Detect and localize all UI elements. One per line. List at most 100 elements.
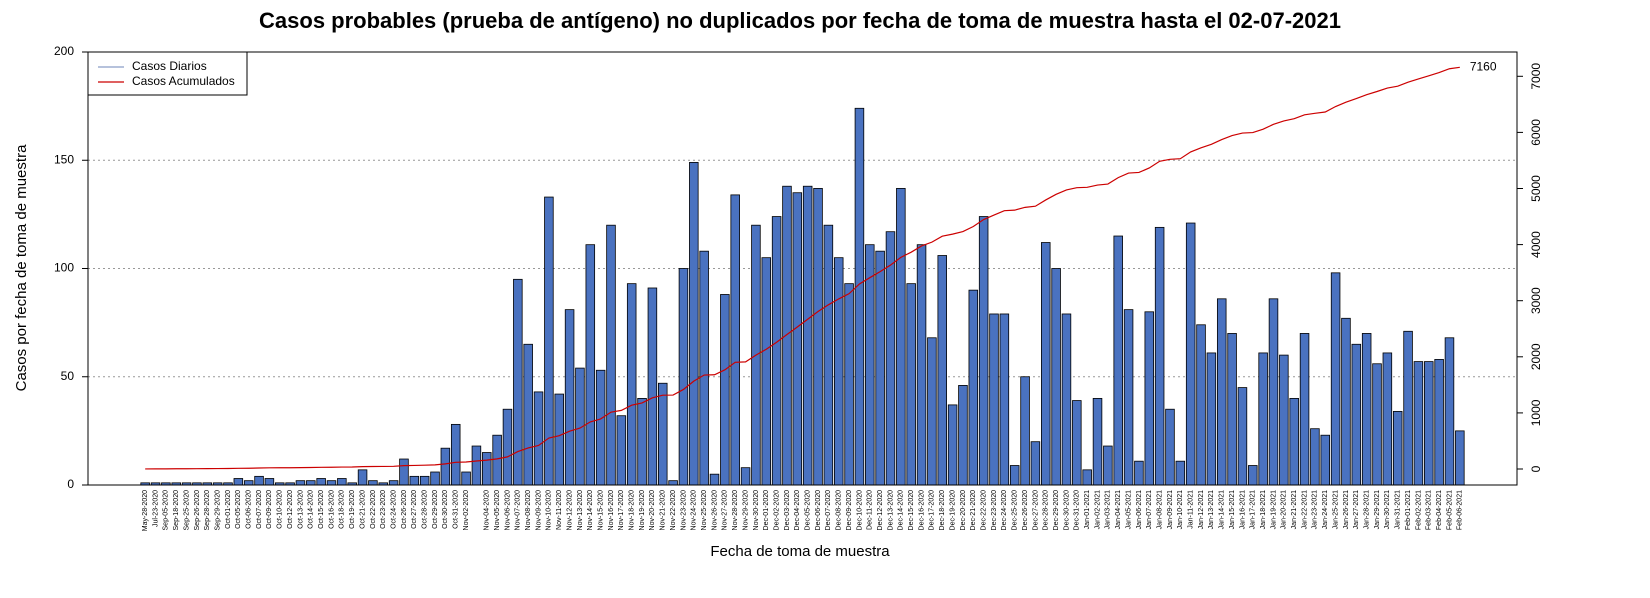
x-tick-label: Jan-05-2021 (1125, 490, 1132, 529)
bar (865, 244, 875, 486)
bar (844, 283, 854, 486)
x-tick-label: Jan-02-2021 (1094, 490, 1101, 529)
y2-tick-label: 6000 (1529, 119, 1543, 146)
x-tick-label: Jan-19-2021 (1270, 490, 1277, 529)
bar (968, 289, 979, 486)
bar (1216, 298, 1227, 486)
x-tick-label: Dec-02-2020 (773, 490, 780, 531)
bar (668, 480, 678, 486)
bar (833, 257, 844, 486)
bar (533, 391, 544, 486)
bar (326, 480, 337, 486)
bar (999, 313, 1010, 486)
bar (1258, 352, 1268, 486)
x-tick-label: Dec-09-2020 (846, 490, 853, 531)
x-tick-label: Dec-12-2020 (877, 490, 884, 531)
bar (1289, 397, 1299, 486)
y2-tick-label: 4000 (1529, 231, 1543, 258)
bar (419, 475, 430, 486)
x-tick-label: Dec-31-2020 (1074, 490, 1081, 531)
x-tick-label: Feb-05-2021 (1446, 490, 1453, 530)
bar (492, 434, 502, 486)
x-tick-label: Dec-23-2020 (991, 490, 998, 531)
x-tick-label: Oct-28-2020 (422, 490, 429, 529)
x-tick-label: Nov-21-2020 (660, 490, 667, 531)
x-tick-label: Oct-21-2020 (359, 490, 366, 529)
x-tick-label: Jan-31-2021 (1395, 490, 1402, 529)
x-tick-label: Dec-14-2020 (898, 490, 905, 531)
x-tick-label: Oct-01-2020 (225, 490, 232, 529)
x-tick-label: Jan-11-2021 (1188, 490, 1195, 529)
bar (1165, 408, 1175, 486)
x-tick-label: Nov-28-2020 (732, 490, 739, 531)
bar (461, 471, 471, 486)
bar (554, 393, 564, 486)
bar (1330, 272, 1341, 486)
x-tick-label: Dec-05-2020 (805, 490, 812, 531)
bar (958, 385, 968, 486)
chart-title: Casos probables (prueba de antígeno) no … (259, 8, 1341, 33)
x-tick-label: Nov-19-2020 (639, 490, 646, 531)
x-tick-label: Nov-16-2020 (608, 490, 615, 531)
x-tick-label: Dec-26-2020 (1022, 490, 1029, 531)
x-tick-label: Jan-12-2021 (1198, 490, 1205, 529)
x-tick-label: Jan-28-2021 (1364, 490, 1371, 529)
x-tick-label: Feb-01-2021 (1405, 490, 1412, 530)
x-tick-label: Oct-15-2020 (318, 490, 325, 529)
bar (885, 231, 896, 486)
x-tick-label: Nov-15-2020 (597, 490, 604, 531)
bar (1310, 428, 1320, 486)
bar (1185, 222, 1196, 486)
x-tick-label: Sep-28-2020 (204, 490, 211, 531)
x-tick-label: Dec-08-2020 (836, 490, 843, 531)
bar (1455, 430, 1465, 486)
bar (782, 185, 792, 486)
x-tick-label: Jan-27-2021 (1353, 490, 1360, 529)
bar (854, 107, 865, 486)
x-tick-label: Dec-22-2020 (980, 490, 987, 531)
bar (595, 369, 606, 486)
x-tick-label: Nov-10-2020 (546, 490, 553, 531)
bar (792, 192, 803, 486)
bar (978, 216, 989, 486)
bar (1279, 354, 1289, 486)
x-tick-label: Jan-10-2021 (1177, 490, 1184, 529)
x-tick-label: Jan-16-2021 (1239, 490, 1246, 529)
bar (771, 216, 782, 486)
x-tick-label: Jan-14-2021 (1219, 490, 1226, 529)
bar (813, 187, 823, 486)
x-tick-label: Oct-29-2020 (432, 490, 439, 529)
bar (513, 278, 523, 486)
x-tick-label: Jan-22-2021 (1301, 490, 1308, 529)
x-tick-label: Oct-31-2020 (453, 490, 460, 529)
x-tick-label: Jan-21-2021 (1291, 490, 1298, 529)
bar (1154, 226, 1165, 486)
x-tick-label: Jan-08-2021 (1156, 490, 1163, 529)
bar (658, 382, 668, 486)
bar (1072, 400, 1082, 486)
x-tick-label: Sep-29-2020 (214, 490, 221, 531)
x-tick-label: Jan-30-2021 (1384, 490, 1391, 529)
x-tick-label: Dec-21-2020 (970, 490, 977, 531)
cumulative-line (145, 66, 1460, 470)
bar (875, 250, 885, 486)
x-tick-label: Feb-02-2021 (1415, 490, 1422, 530)
x-tick-label: Nov-24-2020 (691, 490, 698, 531)
bar (1268, 298, 1279, 486)
x-tick-label: Oct-23-2020 (380, 490, 387, 529)
bar (1227, 333, 1237, 486)
x-tick-label: Jan-06-2021 (1136, 490, 1143, 529)
x-tick-label: Jan-23-2021 (1312, 490, 1319, 529)
x-tick-label: Oct-06-2020 (246, 490, 253, 529)
bar (357, 469, 368, 486)
x-tick-label: Nov-11-2020 (556, 490, 563, 530)
bar (1248, 465, 1258, 486)
x-tick-label: Dec-19-2020 (949, 490, 956, 531)
bar (1320, 434, 1331, 486)
legend-box (87, 51, 248, 96)
x-tick-label: Jan-17-2021 (1250, 490, 1257, 529)
bar (243, 480, 254, 486)
x-tick-label: Feb-03-2021 (1426, 490, 1433, 530)
bar (802, 185, 813, 486)
x-tick-label: Nov-22-2020 (670, 490, 677, 531)
